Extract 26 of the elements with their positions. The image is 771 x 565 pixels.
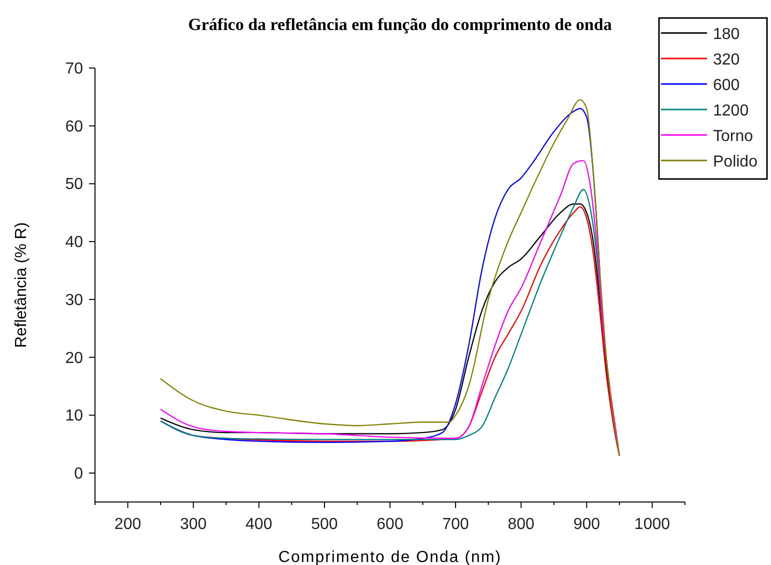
y-tick-label: 60 xyxy=(65,118,84,136)
y-tick-label: 40 xyxy=(65,234,84,252)
legend-label: 180 xyxy=(713,26,740,43)
x-axis-title: Comprimento de Onda (nm) xyxy=(278,549,502,565)
y-tick-label: 20 xyxy=(65,350,84,367)
x-tick-label: 900 xyxy=(573,516,600,533)
x-tick-label: 800 xyxy=(508,516,535,533)
y-tick-label: 70 xyxy=(65,60,84,78)
y-axis-title: Refletância (% R) xyxy=(13,222,30,348)
x-tick-label: 400 xyxy=(246,516,272,533)
y-tick-label: 0 xyxy=(74,466,84,483)
y-tick-label: 50 xyxy=(65,176,84,194)
x-tick-label: 600 xyxy=(376,516,404,533)
x-tick-label: 1000 xyxy=(634,516,670,533)
x-tick-label: 500 xyxy=(311,516,338,533)
x-tick-label: 200 xyxy=(114,516,142,533)
y-tick-label: 10 xyxy=(65,408,84,425)
legend-label: 600 xyxy=(713,77,740,94)
chart-title: Gráfico da refletância em função do comprimento de onda xyxy=(188,15,612,34)
x-tick-label: 300 xyxy=(180,516,207,533)
legend-label: 1200 xyxy=(713,102,749,120)
legend-label: 320 xyxy=(713,52,740,68)
y-tick-label: 30 xyxy=(65,292,84,309)
x-tick-label: 700 xyxy=(442,516,469,533)
legend-label: Torno xyxy=(713,128,754,145)
legend-label: Polido xyxy=(713,154,758,170)
